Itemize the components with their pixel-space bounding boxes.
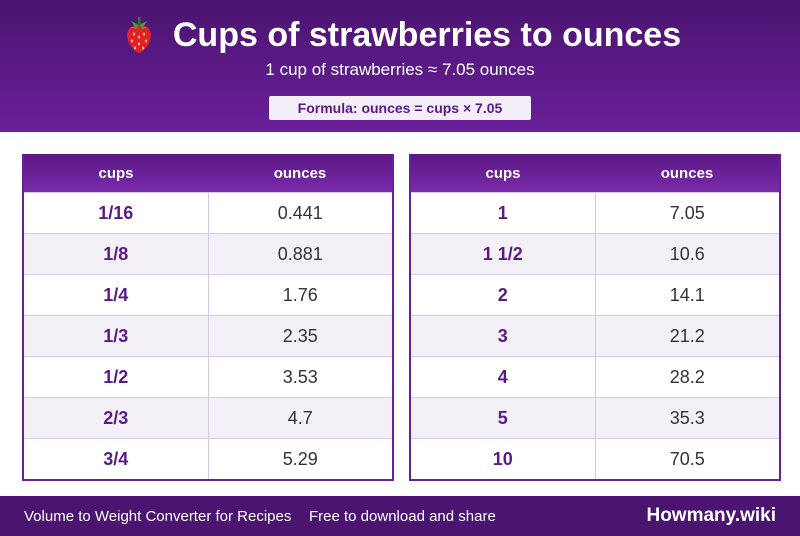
ounces-cell: 4.7: [287, 407, 313, 428]
footer-share-text: Free to download and share: [309, 508, 496, 525]
cups-cell: 1/4: [24, 275, 209, 315]
ounces-cell: 0.881: [277, 243, 323, 264]
cups-cell: 2: [411, 275, 596, 315]
footer: Volume to Weight Converter for Recipes F…: [0, 496, 800, 536]
strawberry-icon: [119, 15, 159, 55]
ounces-cell: 1.76: [282, 284, 318, 305]
cups-cell: 1/16: [24, 193, 209, 233]
conversion-table-right: cups ounces 1 7.05 1 1/2 10.6 2 14.1 3 2…: [409, 154, 781, 481]
conversion-table-left: cups ounces 1/16 0.441 1/8 0.881 1/4 1.7…: [22, 154, 394, 481]
table-header: cups ounces: [411, 154, 779, 192]
table-header: cups ounces: [24, 154, 392, 192]
table-row: 2/3 4.7: [24, 397, 392, 438]
column-header-ounces: ounces: [660, 164, 714, 182]
ounces-cell: 3.53: [282, 366, 318, 387]
ounces-cell: 0.441: [277, 202, 323, 223]
cups-cell: 1: [411, 193, 596, 233]
header: Cups of strawberries to ounces 1 cup of …: [0, 0, 800, 132]
table-row: 1 7.05: [411, 192, 779, 233]
table-row: 3 21.2: [411, 315, 779, 356]
brand-logo-text[interactable]: Howmany.wiki: [646, 505, 776, 526]
table-row: 2 14.1: [411, 274, 779, 315]
cups-cell: 1/8: [24, 234, 209, 274]
table-row: 1/2 3.53: [24, 356, 392, 397]
cups-cell: 1/3: [24, 316, 209, 356]
table-row: 1/3 2.35: [24, 315, 392, 356]
table-row: 1/4 1.76: [24, 274, 392, 315]
table-row: 1 1/2 10.6: [411, 233, 779, 274]
ounces-cell: 70.5: [669, 448, 705, 469]
column-header-cups: cups: [98, 164, 134, 182]
formula-badge: Formula: ounces = cups × 7.05: [269, 96, 531, 120]
table-row: 4 28.2: [411, 356, 779, 397]
ounces-cell: 35.3: [669, 407, 705, 428]
cups-cell: 1 1/2: [411, 234, 596, 274]
table-row: 10 70.5: [411, 438, 779, 479]
cups-cell: 5: [411, 398, 596, 438]
cups-cell: 4: [411, 357, 596, 397]
cups-cell: 3: [411, 316, 596, 356]
footer-converter-text: Volume to Weight Converter for Recipes: [24, 508, 292, 525]
title-row: Cups of strawberries to ounces: [0, 12, 800, 58]
table-row: 3/4 5.29: [24, 438, 392, 479]
ounces-cell: 28.2: [669, 366, 705, 387]
cups-cell: 1/2: [24, 357, 209, 397]
column-header-ounces: ounces: [273, 164, 327, 182]
ounces-cell: 21.2: [669, 325, 705, 346]
ounces-cell: 2.35: [282, 325, 318, 346]
ounces-cell: 14.1: [669, 284, 705, 305]
page-title: Cups of strawberries to ounces: [172, 15, 682, 54]
column-header-cups: cups: [485, 164, 521, 182]
table-row: 5 35.3: [411, 397, 779, 438]
ounces-cell: 5.29: [282, 448, 318, 469]
ounces-cell: 7.05: [669, 202, 705, 223]
ounces-cell: 10.6: [669, 243, 705, 264]
table-row: 1/8 0.881: [24, 233, 392, 274]
cups-cell: 2/3: [24, 398, 209, 438]
subtitle: 1 cup of strawberries ≈ 7.05 ounces: [265, 60, 535, 79]
cups-cell: 10: [411, 439, 596, 479]
cups-cell: 3/4: [24, 439, 209, 479]
table-row: 1/16 0.441: [24, 192, 392, 233]
